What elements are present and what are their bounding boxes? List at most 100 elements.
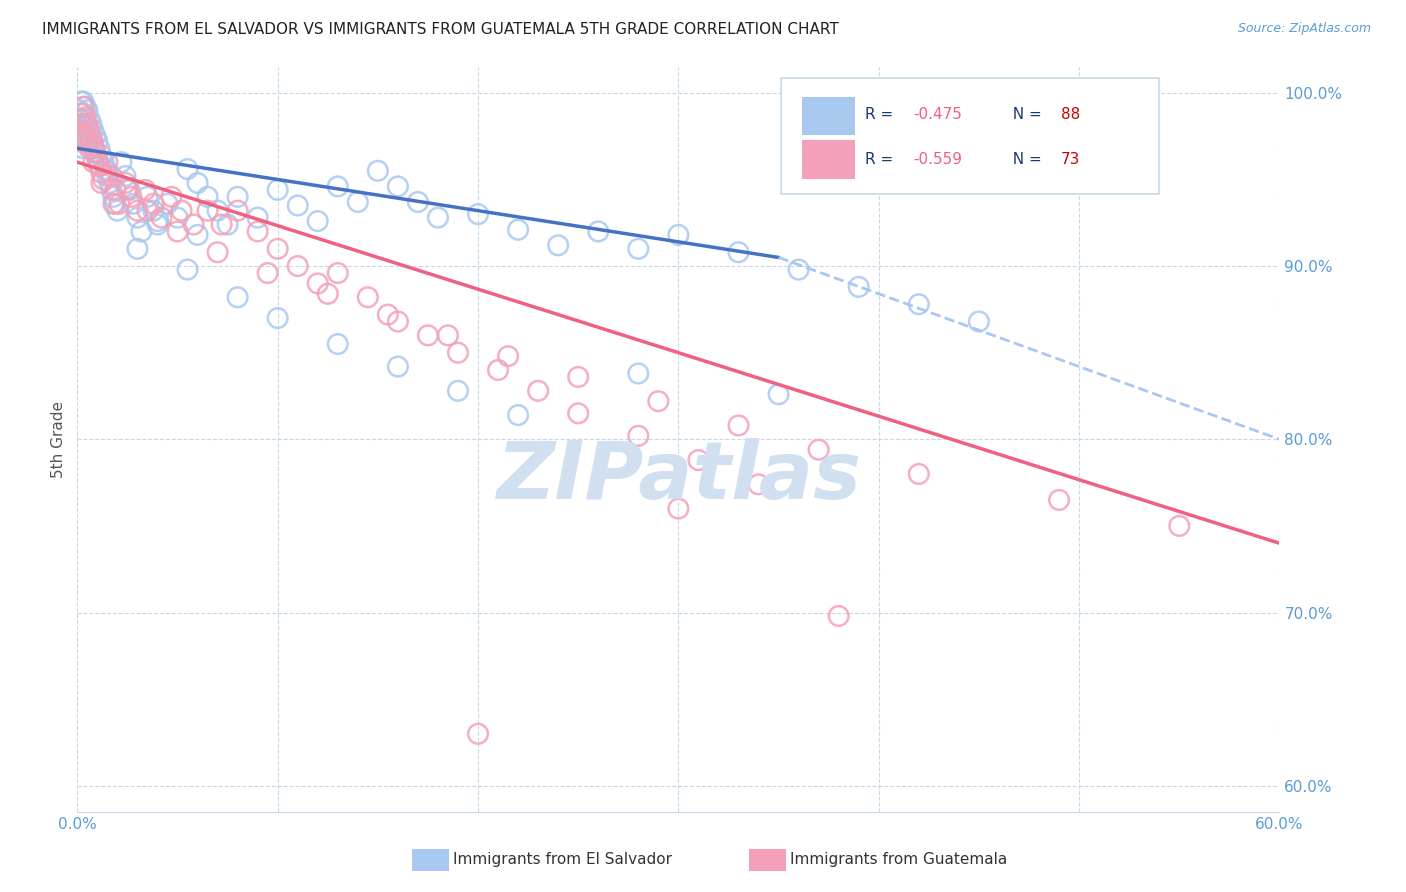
Point [187,176,209,190]
Point [75,128,97,142]
Point [156,196,179,211]
Point [146,218,169,232]
Point [588,224,610,238]
Point [118,183,141,197]
Point [82,141,104,155]
Point [122,196,145,211]
Point [75,117,97,131]
Text: N =: N = [1002,107,1046,122]
Point [72,106,94,120]
Point [76,135,98,149]
Point [748,477,770,491]
Point [226,203,249,218]
Point [84,129,107,144]
Point [142,196,165,211]
Point [76,120,98,135]
Point [100,169,122,183]
Point [1047,492,1070,507]
Point [136,190,159,204]
Point [72,117,94,131]
Point [117,181,139,195]
Point [367,164,389,178]
Text: Source: ZipAtlas.com: Source: ZipAtlas.com [1237,22,1371,36]
Point [82,137,104,152]
FancyBboxPatch shape [780,78,1160,194]
Point [75,135,97,149]
Point [197,203,219,218]
Point [727,245,749,260]
Text: ZIPatlas: ZIPatlas [496,438,860,516]
Point [226,290,249,304]
Text: 73: 73 [1060,152,1080,167]
Point [89,141,111,155]
Point [70,129,93,144]
Point [80,131,103,145]
Point [127,211,149,225]
Point [486,363,509,377]
Point [72,135,94,149]
Point [89,159,111,173]
Point [387,179,409,194]
Point [93,172,115,186]
Point [117,183,139,197]
Point [82,155,104,169]
Point [98,176,121,190]
Point [377,308,399,322]
Point [387,314,409,328]
Point [150,211,173,225]
Point [217,218,239,232]
Point [166,211,188,225]
Point [437,328,460,343]
Point [326,266,349,280]
Point [307,277,329,291]
Point [246,224,269,238]
Point [447,384,470,398]
Point [75,100,97,114]
Point [80,117,103,131]
Point [120,190,142,204]
Point [86,152,108,166]
Point [86,152,108,166]
Point [207,245,229,260]
Point [567,370,589,384]
Point [508,408,530,422]
Point [496,349,519,363]
Point [84,145,107,159]
Point [79,112,101,126]
Point [187,227,209,242]
Point [70,95,93,109]
Point [76,117,98,131]
Point [1168,519,1191,533]
Point [114,169,136,183]
Point [70,112,93,126]
Point [197,190,219,204]
Point [447,345,470,359]
Point [908,297,931,311]
Point [89,159,111,173]
Point [267,183,290,197]
Text: R =: R = [865,107,898,122]
Point [79,129,101,144]
Point [96,169,118,183]
Point [668,501,690,516]
Point [326,179,349,194]
Point [80,135,103,149]
Point [727,418,749,433]
Point [90,165,112,179]
Point [70,106,93,120]
Point [114,176,136,190]
Point [70,124,93,138]
Text: Immigrants from El Salvador: Immigrants from El Salvador [453,853,672,867]
Point [467,207,489,221]
Point [347,194,370,209]
Text: -0.475: -0.475 [912,107,962,122]
Text: R =: R = [865,152,898,167]
Point [387,359,409,374]
Point [82,124,104,138]
Point [127,203,149,218]
Point [76,137,98,152]
Point [406,194,429,209]
Point [72,100,94,114]
Point [668,227,690,242]
Text: Immigrants from Guatemala: Immigrants from Guatemala [790,853,1008,867]
